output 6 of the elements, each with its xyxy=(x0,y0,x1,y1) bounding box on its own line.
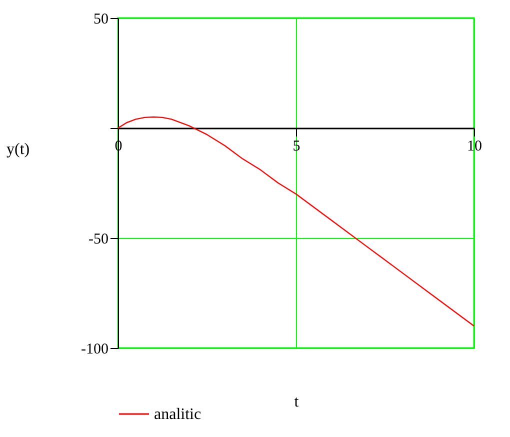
y-axis-title: y(t) xyxy=(6,141,30,158)
y-tick-label: -50 xyxy=(88,232,108,248)
x-axis-title: t xyxy=(294,394,300,410)
y-tick-label: 50 xyxy=(94,12,108,28)
legend-label: analitic xyxy=(154,406,202,423)
y-tick-label: -100 xyxy=(81,342,108,358)
